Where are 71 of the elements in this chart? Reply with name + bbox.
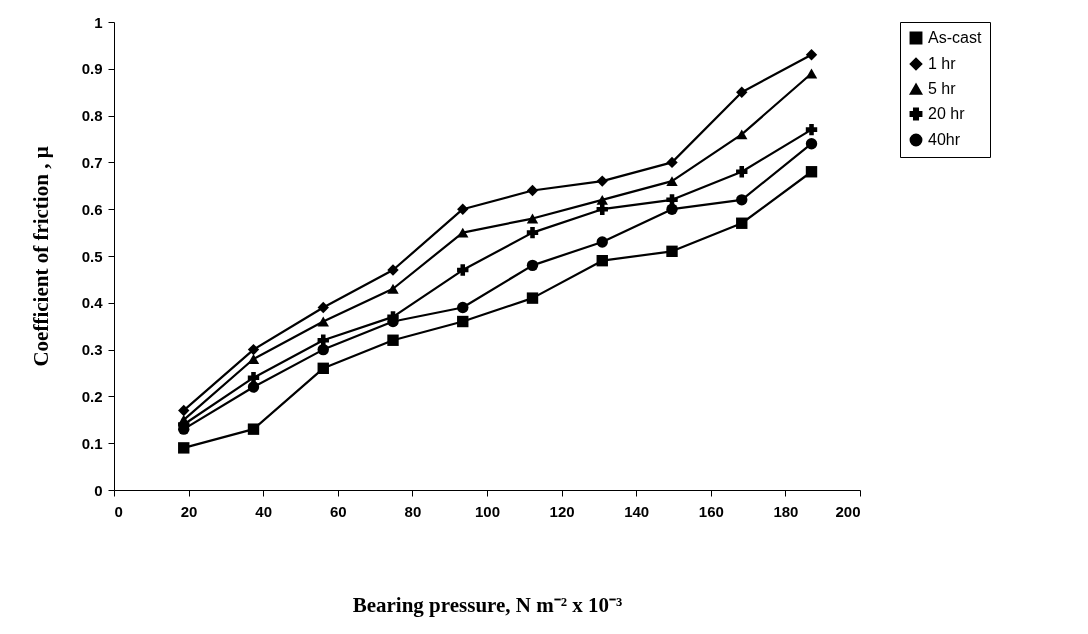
point [526,213,539,224]
point [666,176,678,187]
x-tick-label: 0 [114,502,123,520]
point [736,86,748,98]
y-tick-label: 0.7 [81,153,103,171]
point [317,343,329,356]
x-tick-label: 20 [180,502,198,520]
point [317,301,329,314]
legend-label: 5 hr [928,80,957,97]
legend-label: 1 hr [928,55,957,72]
x-tick-label: 140 [624,502,650,520]
y-tick-label: 1 [94,13,103,31]
y-tick-label: 0.6 [81,200,103,218]
legend-label: 40hr [928,131,961,148]
point [247,354,260,364]
point [596,236,608,248]
point [805,68,818,79]
point [526,259,539,272]
point [736,166,748,178]
point [666,203,678,215]
point [666,245,678,258]
point [805,166,818,178]
x-tick-label: 120 [549,502,575,520]
x-tick-label: 80 [404,502,422,520]
point [666,156,678,169]
x-tick-label: 160 [698,502,724,520]
legend-label: 20 hr [928,105,966,122]
point [805,137,818,150]
point [457,264,469,276]
point [736,129,748,140]
point [317,316,329,327]
point [317,334,329,346]
x-tick-label: 60 [329,502,347,520]
point [526,292,539,304]
legend-label: As-cast [928,29,982,46]
point [736,194,748,206]
point [387,264,399,276]
point [178,442,190,454]
point [457,203,469,215]
y-tick-label: 0.3 [81,341,103,359]
point [805,123,818,136]
point [596,254,608,267]
point [247,423,260,435]
y-tick-label: 0.8 [81,107,103,125]
y-tick-label: 0.4 [81,294,104,312]
point [387,334,399,346]
point [457,227,469,238]
y-tick-label: 0.2 [81,387,103,405]
x-tick-label: 200 [835,502,861,520]
point [387,283,399,294]
point [526,226,539,239]
point [247,343,260,356]
x-tick-label: 40 [255,502,273,520]
y-tick-label: 0.9 [81,60,103,78]
point [457,315,469,328]
point [247,381,260,393]
point [457,301,469,314]
y-axis-title: Coefficient of friction , μ [28,146,53,367]
x-tick-label: 100 [474,502,501,520]
point [178,404,190,417]
x-axis-title: Bearing pressure, N m⁻² x 10⁻³ [352,592,623,617]
point [596,203,608,215]
y-tick-label: 0.5 [81,247,103,265]
point [805,49,818,61]
point [736,217,748,229]
y-tick-label: 0 [94,481,103,499]
point [596,175,608,187]
y-tick-label: 0.1 [81,434,103,452]
point [317,362,329,375]
x-tick-label: 180 [773,502,799,520]
point [526,184,539,197]
